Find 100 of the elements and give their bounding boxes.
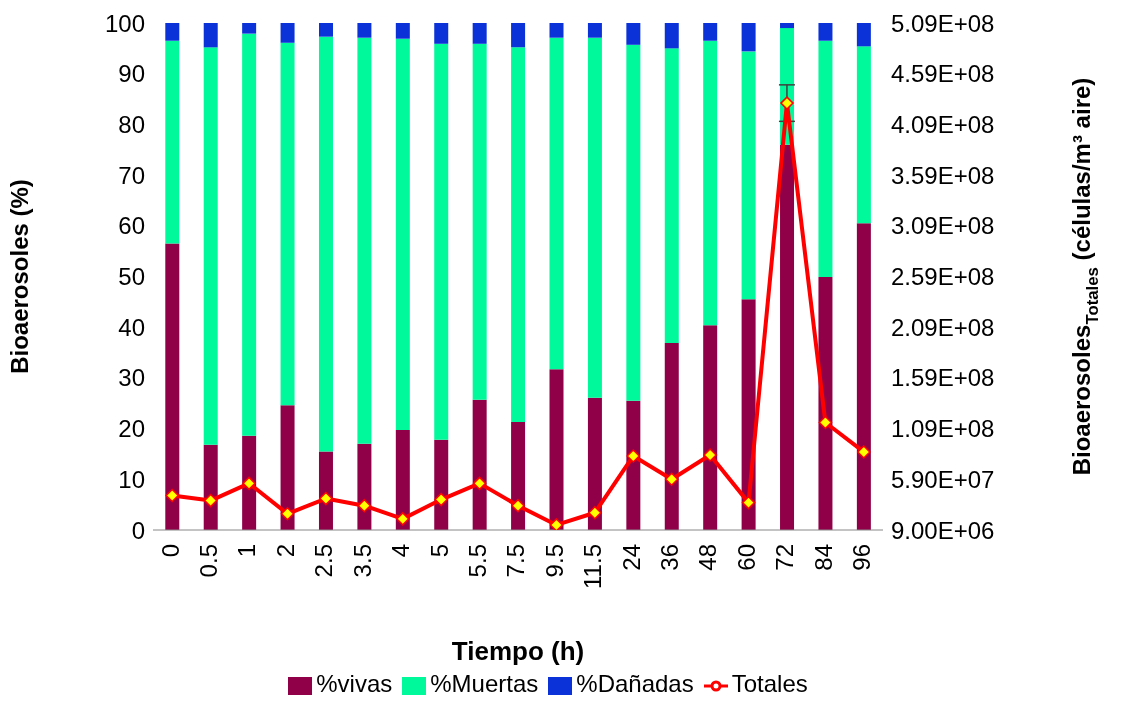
point <box>857 445 871 459</box>
y2-tick-label: 4.59E+08 <box>891 60 995 88</box>
y-tick-label: 10 <box>118 465 145 493</box>
bar <box>549 37 564 370</box>
bar <box>626 400 641 530</box>
bar <box>818 40 833 278</box>
y2-tick-label: 1.59E+08 <box>891 364 995 392</box>
bar <box>357 23 372 38</box>
bar <box>587 37 602 398</box>
bar <box>549 369 564 530</box>
bar <box>318 23 333 37</box>
point <box>780 96 794 110</box>
bar <box>818 23 833 41</box>
bar <box>780 144 795 530</box>
bar <box>280 42 295 406</box>
x-tick-label: 5 <box>425 544 453 558</box>
legend-label: %Dañadas <box>576 670 694 697</box>
y-tick-label: 70 <box>118 161 145 189</box>
x-tick-label: 36 <box>656 544 684 571</box>
legend-label: %Muertas <box>430 670 539 697</box>
bar <box>472 43 487 400</box>
bar <box>703 40 718 326</box>
bar <box>280 405 295 530</box>
y-tick-label: 60 <box>118 212 145 240</box>
point <box>588 506 602 520</box>
bar <box>203 47 218 445</box>
bar <box>357 443 372 530</box>
y-tick-label: 90 <box>118 60 145 88</box>
bar <box>318 36 333 452</box>
bar <box>434 439 449 530</box>
y-tick-label: 50 <box>118 263 145 291</box>
point <box>319 491 333 506</box>
y-tick-label: 30 <box>118 364 145 392</box>
bar <box>664 342 679 530</box>
x-tick-label: 24 <box>617 544 645 571</box>
point <box>203 493 218 508</box>
x-tick-label: 84 <box>809 544 837 571</box>
y2-tick-label: 2.59E+08 <box>891 263 995 291</box>
bar <box>165 23 180 41</box>
bar <box>472 23 487 44</box>
x-tick-label: 4 <box>387 544 415 558</box>
x-tick-label: 96 <box>848 544 876 571</box>
point <box>280 507 295 521</box>
bar <box>664 48 679 343</box>
x-axis-title: Tiempo (h) <box>451 636 585 666</box>
bar <box>626 23 641 45</box>
point <box>703 448 717 462</box>
x-tick-label: 11.5 <box>579 544 607 589</box>
x-tick-label: 2 <box>271 544 299 558</box>
point <box>511 498 525 513</box>
y-tick-label: 20 <box>118 415 145 443</box>
bar <box>242 435 257 530</box>
bar <box>626 44 641 401</box>
bar <box>587 397 602 530</box>
bar <box>395 23 410 39</box>
point <box>395 512 410 526</box>
x-tick-label: 7.5 <box>502 544 530 578</box>
y2-tick-label: 3.59E+08 <box>891 161 995 189</box>
bar <box>856 23 871 47</box>
x-tick-label: 3.5 <box>348 544 376 578</box>
bar <box>434 43 449 440</box>
x-tick-label: 1 <box>233 544 261 558</box>
y-axis-title: Bioaerosoles (%) <box>6 179 34 374</box>
x-tick-label: 9.5 <box>540 544 568 578</box>
bar <box>357 37 372 444</box>
x-tick-label: 60 <box>732 544 760 571</box>
point <box>741 495 756 510</box>
point <box>472 476 487 491</box>
bar <box>511 23 526 48</box>
bar <box>434 23 449 44</box>
bar <box>511 47 526 423</box>
point <box>549 518 564 530</box>
bar <box>856 223 871 530</box>
bar <box>780 23 795 29</box>
bar <box>703 23 718 41</box>
x-tick-label: 48 <box>694 544 722 571</box>
x-tick-label: 2.5 <box>310 544 338 578</box>
legend-label: Totales <box>731 670 808 697</box>
bar <box>395 430 410 530</box>
bar <box>741 51 756 300</box>
legend-label: %vivas <box>316 670 393 697</box>
bar <box>664 23 679 49</box>
point <box>357 498 372 513</box>
y2-tick-label: 5.09E+08 <box>891 9 995 37</box>
bar <box>549 23 564 38</box>
y2-tick-label: 3.09E+08 <box>891 212 995 240</box>
bar <box>587 23 602 38</box>
bar <box>165 243 180 530</box>
bar <box>395 38 410 431</box>
point <box>818 415 833 430</box>
bar <box>242 33 257 436</box>
bar <box>703 325 718 530</box>
bar <box>203 23 218 48</box>
bar <box>472 399 487 530</box>
y2-tick-label: 2.09E+08 <box>891 313 995 341</box>
x-tick-label: 0.5 <box>194 544 222 578</box>
x-tick-label: 0 <box>156 544 184 558</box>
bar <box>165 40 180 244</box>
point <box>434 492 448 507</box>
point <box>626 449 641 463</box>
